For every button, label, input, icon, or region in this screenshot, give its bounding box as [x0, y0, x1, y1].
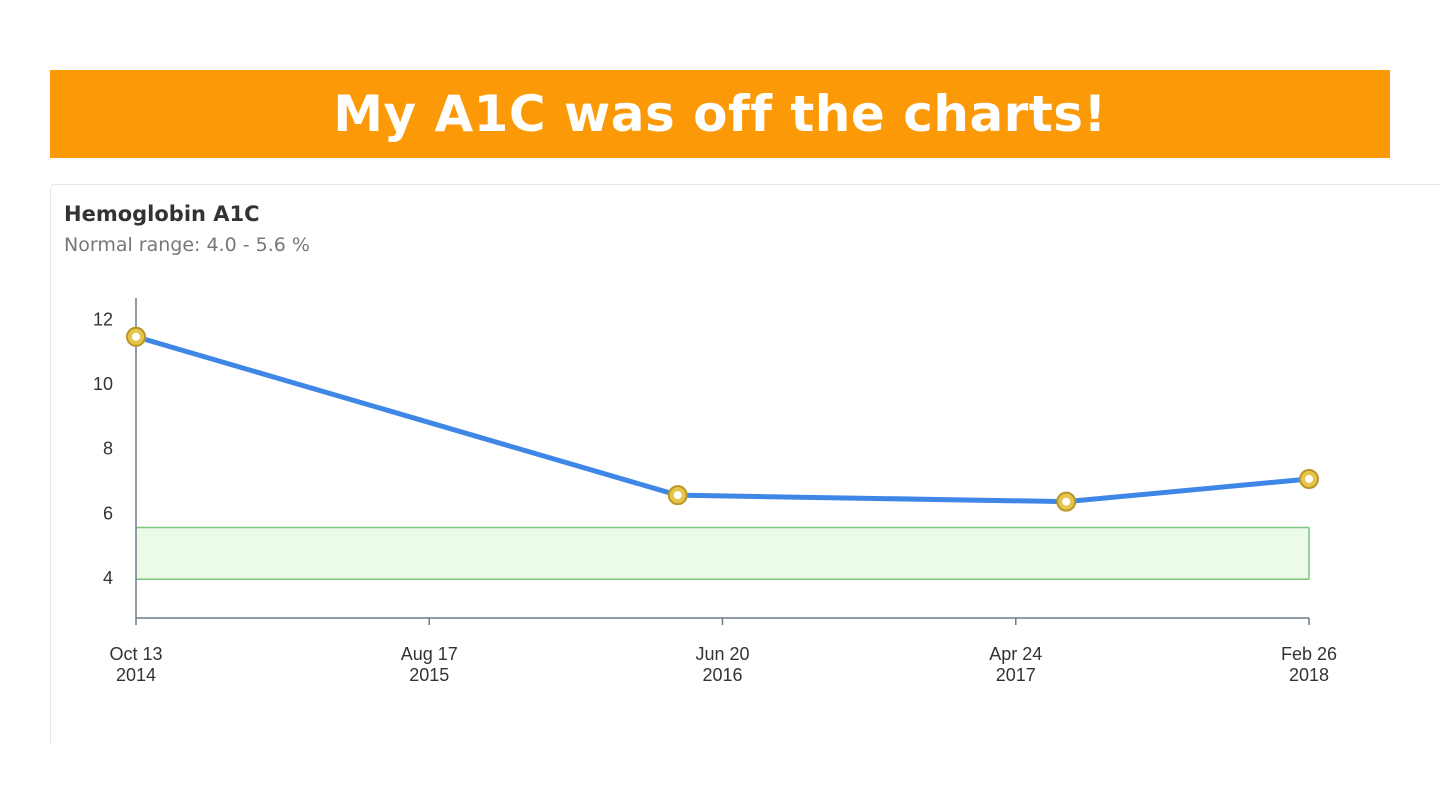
- y-tick-label: 12: [93, 309, 113, 329]
- point-center: [673, 491, 682, 500]
- normal-range-band: [136, 527, 1309, 580]
- x-tick-label: Jun 20 2016: [695, 644, 750, 685]
- point-center: [1062, 497, 1071, 506]
- x-tick-label: Aug 17 2015: [400, 644, 458, 685]
- y-tick-label: 8: [103, 439, 113, 459]
- banner: My A1C was off the charts!: [50, 70, 1390, 158]
- x-tick-label: Oct 13 2014: [109, 644, 163, 685]
- chart-title: Hemoglobin A1C: [64, 202, 260, 226]
- y-tick-label: 10: [93, 374, 113, 394]
- point-center: [132, 332, 140, 341]
- point-center: [1305, 475, 1313, 484]
- y-tick-label: 4: [103, 568, 113, 588]
- chart-card: [50, 184, 1440, 745]
- x-tick-label: Apr 24 2017: [989, 644, 1043, 685]
- line: [133, 334, 1312, 505]
- chart-subtitle: Normal range: 4.0 - 5.6 %: [64, 234, 310, 256]
- x-tick-label: Feb 26 2018: [1280, 644, 1338, 685]
- banner-title: My A1C was off the charts!: [333, 85, 1107, 143]
- y-tick-label: 6: [103, 503, 113, 523]
